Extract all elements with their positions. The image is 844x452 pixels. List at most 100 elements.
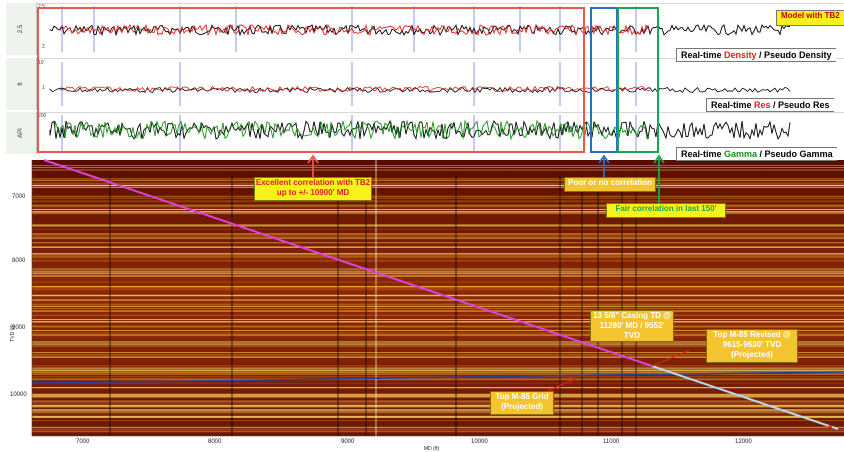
log-curves — [49, 6, 791, 152]
section-band — [32, 213, 844, 215]
y-tick-10000: 10000 — [10, 392, 27, 398]
res-tick-mid: 1 — [42, 85, 45, 91]
section-band — [32, 334, 844, 336]
projected-well-path — [651, 365, 839, 430]
gamma-realtime-curve — [54, 119, 650, 141]
density-legend: Real-time Density / Pseudo Density — [676, 48, 836, 62]
section-band — [32, 288, 844, 291]
x-tick-10000: 10000 — [471, 439, 488, 445]
section-band — [32, 195, 844, 198]
section-band — [32, 184, 844, 187]
grid-callout-arrow — [547, 378, 575, 392]
section-band — [32, 332, 844, 335]
casing-callout-arrow — [651, 349, 691, 367]
section-band — [32, 345, 844, 347]
section-band — [32, 343, 844, 345]
section-band — [32, 356, 844, 358]
section-band — [32, 224, 844, 227]
section-band — [32, 310, 844, 312]
x-tick-8000: 8000 — [208, 439, 222, 445]
section-band — [32, 237, 844, 240]
section-band — [32, 272, 844, 275]
section-band — [32, 211, 844, 213]
y-tick-9000: 9000 — [12, 325, 26, 331]
section-band — [32, 415, 844, 418]
section-band — [32, 336, 844, 338]
section-band — [32, 228, 844, 230]
section-band — [32, 367, 844, 370]
section-band — [32, 178, 844, 180]
y-tick-8000: 8000 — [12, 258, 26, 264]
section-band — [32, 371, 844, 374]
y-tick-7000: 7000 — [12, 194, 26, 200]
section-bands — [32, 165, 844, 433]
section-band — [32, 319, 844, 320]
section-band — [32, 253, 844, 255]
section-band — [32, 407, 844, 408]
density-axis-label: 2.5 — [6, 3, 37, 55]
section-band — [32, 268, 844, 270]
section-band — [32, 409, 844, 411]
section-band — [32, 257, 844, 259]
section-band — [32, 393, 844, 396]
section-band — [32, 255, 844, 257]
section-band — [32, 286, 844, 288]
grid-callout-mark — [567, 376, 575, 385]
section-band — [32, 308, 844, 310]
section-band — [32, 365, 844, 367]
section-band — [32, 400, 844, 403]
section-band — [32, 413, 844, 415]
section-band — [32, 426, 844, 429]
section-band — [32, 180, 844, 182]
casing-td-note: 13 5/8" Casing TD @ 11280' MD / 9552' TV… — [590, 310, 674, 342]
section-band — [32, 235, 844, 238]
section-band — [32, 275, 844, 277]
top-m85-revised-note: Top M-85 Revised @ 9615-9630' TVD (Proje… — [706, 329, 798, 363]
x-tick-12000: 12000 — [735, 439, 752, 445]
m85-grid-horizon — [31, 371, 844, 384]
section-vertical-lines — [109, 175, 637, 436]
section-band — [32, 182, 844, 185]
section-band — [32, 321, 844, 323]
section-band — [32, 259, 844, 262]
section-band — [32, 200, 844, 203]
section-band — [32, 431, 844, 433]
section-band — [32, 341, 844, 343]
section-band — [32, 169, 844, 171]
x-tick-7000: 7000 — [76, 439, 90, 445]
density-tick-bottom: 2 — [42, 44, 45, 50]
res-pseudo-curve — [49, 86, 791, 94]
section-band — [32, 374, 844, 375]
section-band — [32, 429, 844, 431]
section-band — [32, 404, 844, 407]
section-band — [32, 281, 844, 283]
section-band — [32, 352, 844, 353]
res-tick-top: 10 — [38, 60, 44, 66]
top-m85-grid-note: Top M-85 Grid (Projected) — [490, 391, 554, 415]
section-band — [32, 420, 844, 421]
well-end-marker — [828, 425, 832, 429]
excellent-correlation-box — [37, 7, 585, 153]
fair-correlation-note: Fair correlation in last 150' — [606, 203, 726, 218]
section-x-axis-label: MD (ft) — [424, 446, 440, 452]
well-path — [43, 159, 653, 367]
section-band — [32, 382, 844, 384]
section-band — [32, 187, 844, 188]
res-realtime-curve — [59, 85, 651, 93]
section-band — [32, 378, 844, 381]
fair-correlation-box — [617, 7, 659, 153]
section-band — [32, 369, 844, 372]
excellent-correlation-note: Excellent correlation with TB2 up to +/-… — [254, 177, 372, 201]
section-band — [32, 303, 844, 305]
section-band — [32, 294, 844, 297]
x-tick-11000: 11000 — [603, 439, 620, 445]
x-tick-9000: 9000 — [341, 439, 355, 445]
model-label: Model with TB2 — [776, 10, 844, 26]
section-band — [32, 246, 844, 248]
section-band — [32, 167, 844, 168]
density-pseudo-curve — [49, 23, 791, 37]
section-band — [32, 299, 844, 301]
section-band — [32, 270, 844, 273]
section-band — [32, 206, 844, 209]
